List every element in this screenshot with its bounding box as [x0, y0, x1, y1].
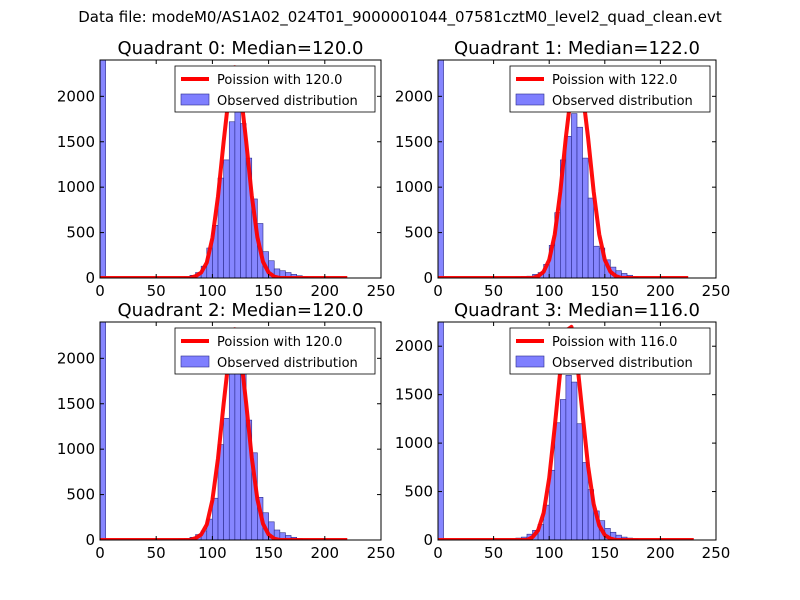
histogram-bar: [576, 126, 583, 278]
subplot-quadrant-2: 0 50 100 150 200 250 0 500 1000 1500 2000 Quadrant …: [57, 300, 396, 562]
subplot-quadrant-1: 0 50 100 150 200 250 0 500 1000 1500 2000 Quadrant …: [395, 38, 731, 300]
histogram-bar: [582, 157, 589, 278]
histogram-bar: [565, 136, 572, 278]
x-tick-label: 50: [147, 544, 166, 562]
y-tick-label: 500: [66, 224, 95, 242]
histogram-bar: [571, 113, 578, 278]
legend-label-fit: Poission with 120.0: [217, 335, 342, 350]
legend: Poission with 122.0 Observed distribution: [509, 65, 711, 113]
histogram-bar: [223, 159, 230, 278]
legend-label-observed: Observed distribution: [217, 356, 358, 371]
histogram-bar: [438, 60, 444, 278]
histogram-bar: [554, 422, 561, 540]
legend-label-observed: Observed distribution: [552, 94, 693, 109]
y-tick-label: 2000: [395, 337, 433, 355]
legend-label-fit: Poission with 116.0: [552, 335, 677, 350]
x-tick-label: 50: [484, 544, 503, 562]
y-tick-label: 1000: [395, 434, 433, 452]
y-tick-label: 1000: [57, 440, 95, 458]
x-tick-label: 100: [535, 282, 564, 300]
histogram-bar: [560, 399, 567, 540]
legend: Poission with 120.0 Observed distribution: [174, 65, 376, 113]
legend-label-observed: Observed distribution: [217, 94, 358, 109]
y-tick-label: 2000: [395, 87, 433, 105]
legend-bar-swatch: [515, 93, 545, 106]
subplot-title: Quadrant 2: Median=120.0: [118, 300, 364, 321]
y-tick-label: 1500: [57, 133, 95, 151]
y-tick-label: 500: [404, 483, 433, 501]
histogram-bar: [565, 374, 572, 540]
y-tick-label: 0: [423, 531, 433, 549]
histogram-bar: [228, 370, 236, 540]
x-tick-label: 150: [254, 544, 283, 562]
y-tick-label: 500: [66, 486, 95, 504]
x-tick-label: 150: [590, 544, 619, 562]
legend-bar-swatch: [180, 93, 210, 106]
x-tick-label: 250: [702, 544, 731, 562]
x-tick-label: 200: [646, 282, 675, 300]
x-tick-label: 150: [254, 282, 283, 300]
y-tick-label: 2000: [57, 87, 95, 105]
histogram-bar: [571, 381, 578, 540]
axes-frame: [437, 59, 717, 279]
figure-suptitle: Data file: modeM0/AS1A02_024T01_90000010…: [78, 8, 722, 26]
legend-label-fit: Poission with 122.0: [552, 73, 677, 88]
legend-label-observed: Observed distribution: [552, 356, 693, 371]
histogram-bar: [593, 245, 600, 278]
subplot-title: Quadrant 3: Median=116.0: [454, 300, 700, 321]
y-tick-label: 1500: [395, 386, 433, 404]
y-tick-label: 1500: [395, 133, 433, 151]
subplot-quadrant-3: 0 50 100 150 200 250 0 500 1000 1500 2000 Quadrant …: [395, 300, 731, 562]
y-tick-label: 1000: [395, 178, 433, 196]
y-tick-label: 0: [85, 531, 95, 549]
legend: Poission with 120.0 Observed distribution: [174, 327, 376, 375]
x-tick-label: 200: [310, 282, 339, 300]
x-tick-label: 100: [535, 544, 564, 562]
x-tick-label: 150: [590, 282, 619, 300]
y-tick-label: 500: [404, 224, 433, 242]
histogram-bar: [438, 322, 444, 540]
x-tick-label: 250: [367, 282, 396, 300]
subplot-title: Quadrant 0: Median=120.0: [118, 38, 364, 59]
plot-area: [438, 322, 694, 540]
histogram-bar: [234, 105, 241, 278]
x-tick-label: 50: [147, 282, 166, 300]
poisson-fit-line: [438, 324, 694, 540]
subplot-title: Quadrant 1: Median=122.0: [454, 38, 700, 59]
y-tick-label: 1500: [57, 395, 95, 413]
x-tick-label: 0: [95, 282, 105, 300]
x-tick-label: 100: [198, 544, 227, 562]
x-tick-label: 200: [646, 544, 675, 562]
legend-bar-swatch: [515, 355, 545, 368]
axes-frame: [99, 321, 382, 541]
histogram-bar: [223, 417, 230, 540]
axes-frame: [437, 321, 717, 541]
x-tick-label: 0: [433, 282, 443, 300]
y-tick-label: 1000: [57, 178, 95, 196]
histogram-bar: [100, 60, 106, 278]
histogram-bar: [228, 121, 236, 278]
x-tick-label: 250: [702, 282, 731, 300]
subplot-quadrant-0: 0 50 100 150 200 250 0 500 1000 1500 2000 Quadrant …: [57, 38, 396, 300]
axes-frame: [99, 59, 382, 279]
x-tick-label: 250: [367, 544, 396, 562]
histogram-bar: [587, 197, 594, 278]
x-tick-label: 0: [433, 544, 443, 562]
x-tick-label: 100: [198, 282, 227, 300]
y-tick-label: 2000: [57, 349, 95, 367]
histogram-bar: [234, 348, 241, 540]
x-tick-label: 0: [95, 544, 105, 562]
x-tick-label: 200: [310, 544, 339, 562]
y-tick-label: 0: [423, 269, 433, 287]
x-tick-label: 50: [484, 282, 503, 300]
histogram-bar: [576, 423, 583, 540]
legend-label-fit: Poission with 120.0: [217, 73, 342, 88]
legend-bar-swatch: [180, 355, 210, 368]
y-tick-label: 0: [85, 269, 95, 287]
legend: Poission with 116.0 Observed distribution: [509, 327, 711, 375]
histogram-bar: [100, 322, 106, 540]
